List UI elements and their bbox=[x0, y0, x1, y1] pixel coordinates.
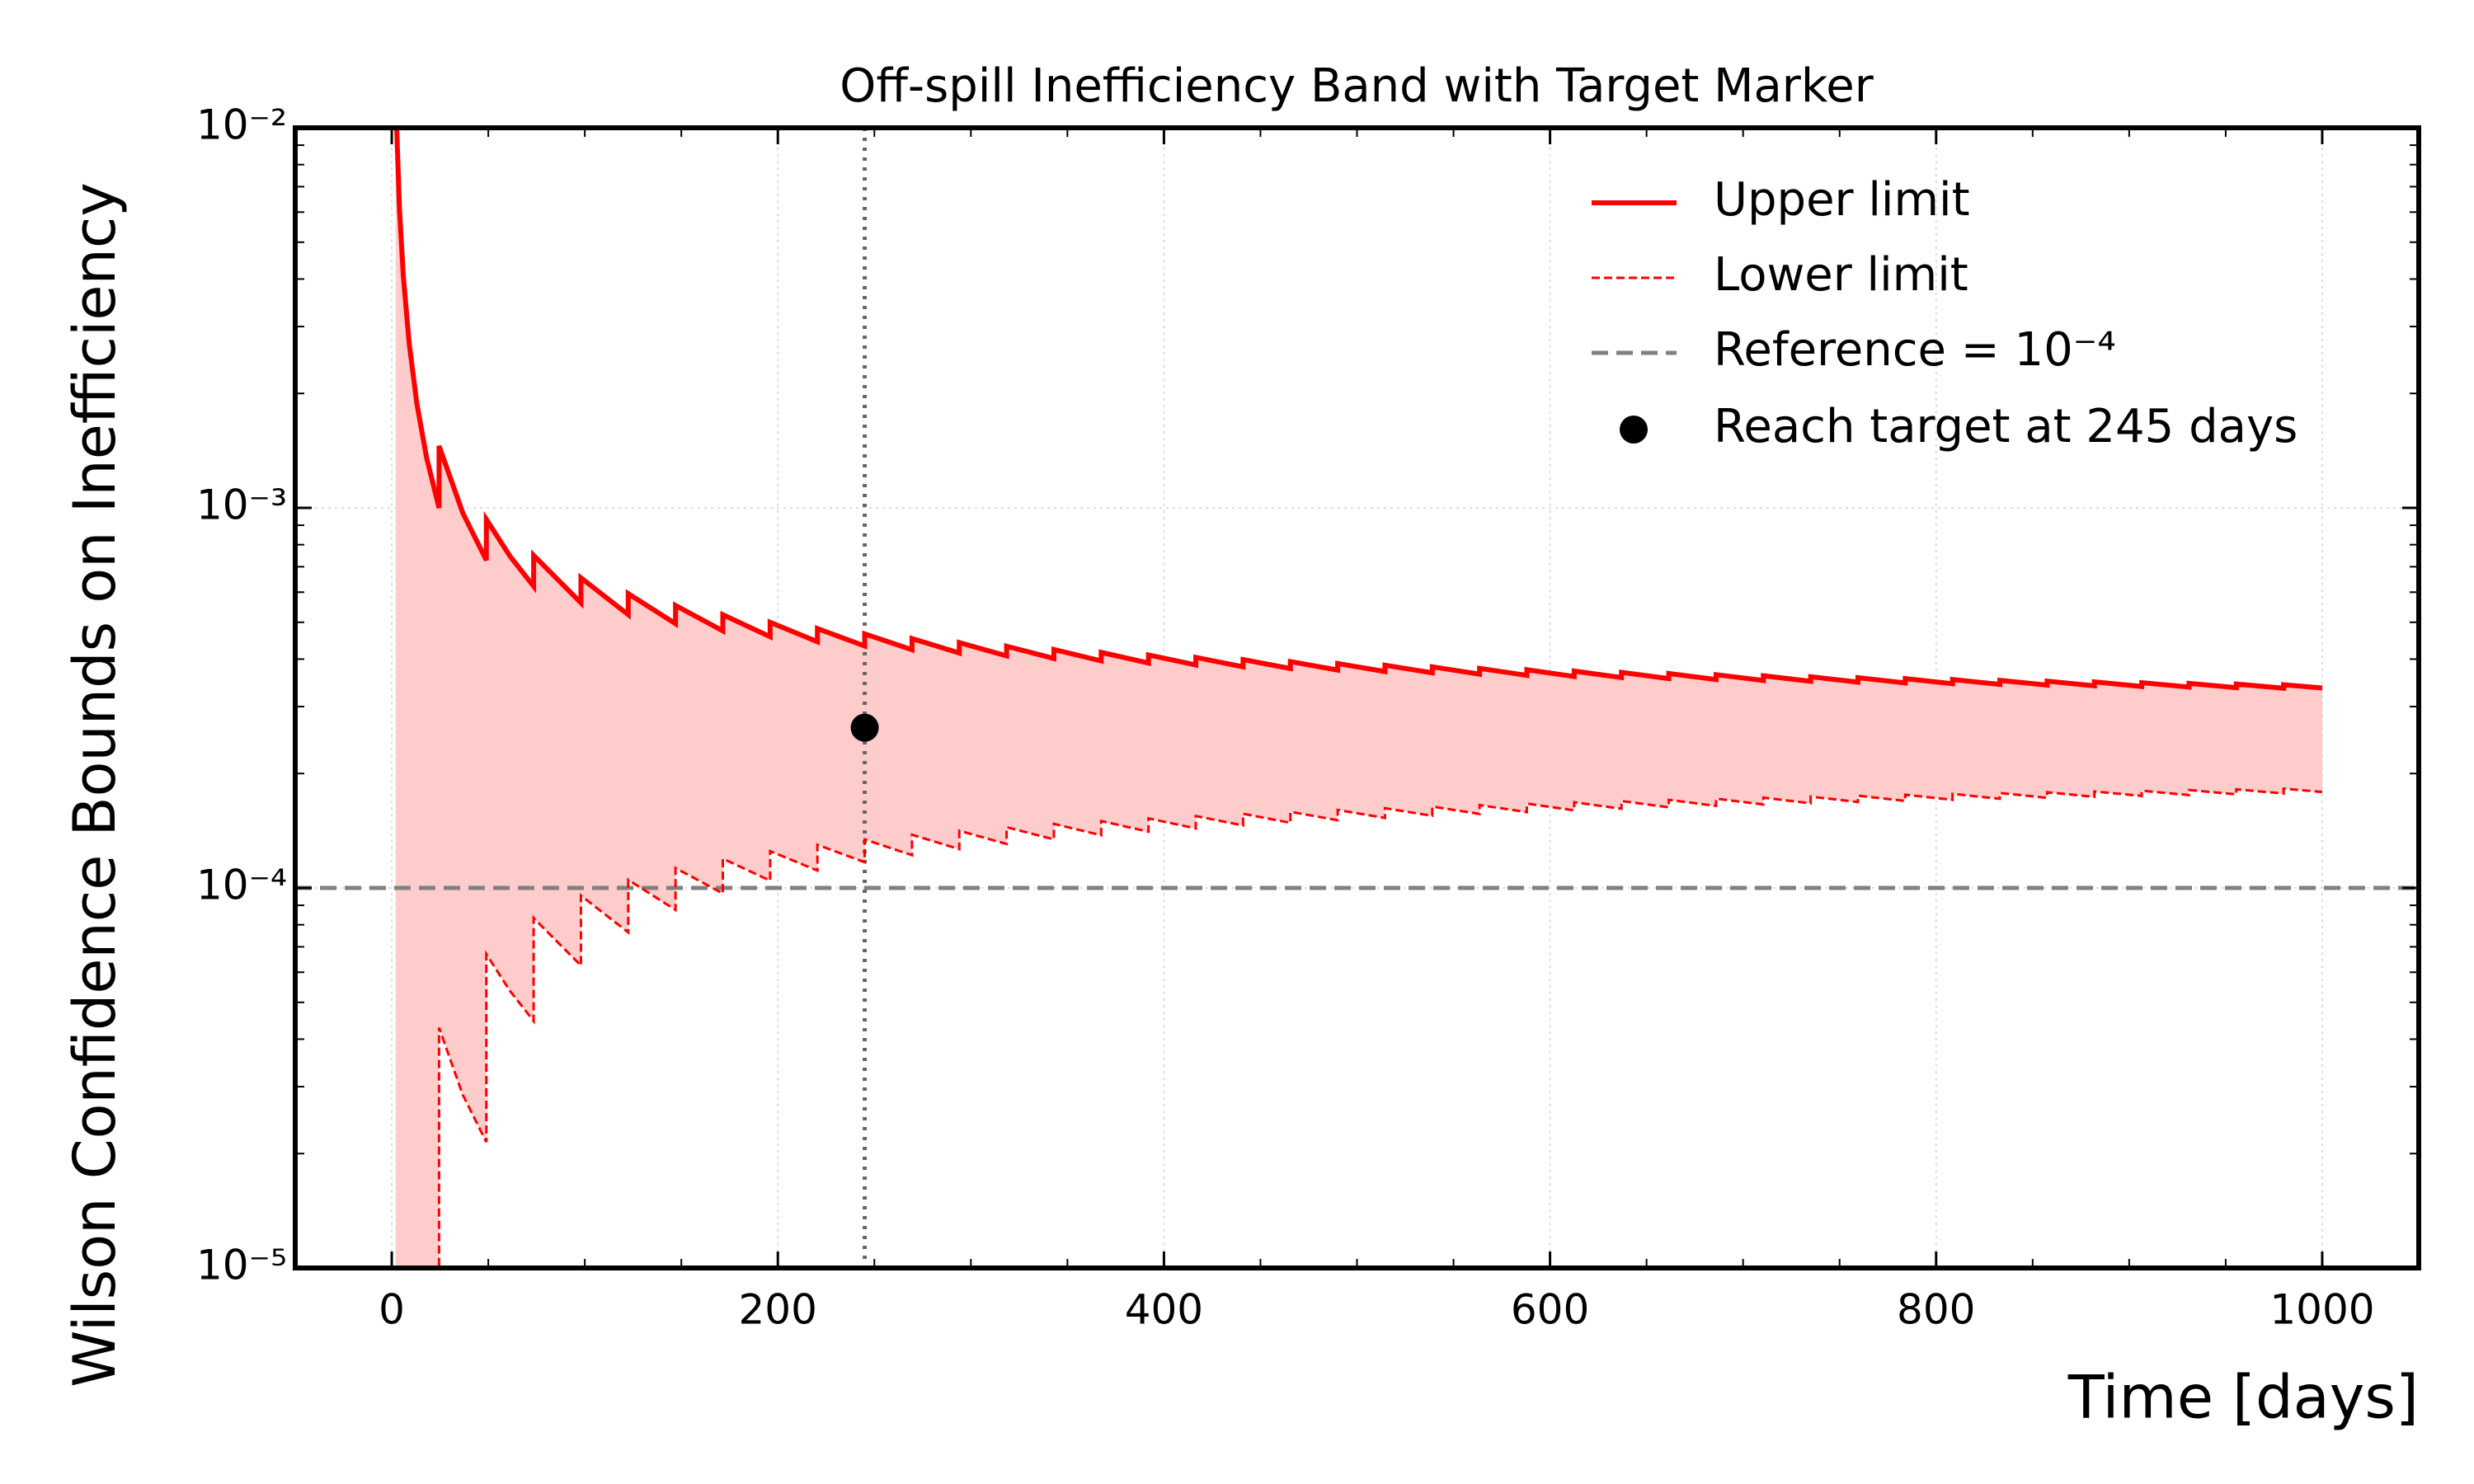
legend-label: Reference = 10⁻⁴ bbox=[1714, 323, 2116, 377]
plot-area bbox=[295, 128, 2419, 1268]
x-tick-label: 1000 bbox=[2269, 1286, 2374, 1334]
x-tick-label: 200 bbox=[739, 1286, 817, 1334]
x-tick-label: 600 bbox=[1511, 1286, 1589, 1334]
legend-swatch bbox=[1620, 416, 1648, 444]
legend: Upper limit Lower limit Reference = 10⁻⁴ Re… bbox=[1592, 173, 2298, 453]
x-axis-label: Time [days] bbox=[2067, 1363, 2419, 1432]
legend-label: Lower limit bbox=[1714, 248, 1968, 302]
y-tick-label: 10⁻⁴ bbox=[196, 862, 287, 909]
series-line bbox=[437, 787, 2323, 1268]
legend-label: Reach target at 245 days bbox=[1714, 400, 2298, 453]
series-line bbox=[394, 128, 2323, 692]
target-point bbox=[850, 713, 879, 742]
y-axis-label: Wilson Confidence Bounds on Inefficiency bbox=[61, 182, 129, 1388]
x-tick-label: 800 bbox=[1897, 1286, 1975, 1334]
band-fill bbox=[395, 128, 2322, 1268]
y-tick-label: 10⁻³ bbox=[196, 481, 287, 529]
x-tick-label: 400 bbox=[1125, 1286, 1203, 1334]
y-tick-label: 10⁻² bbox=[196, 101, 287, 149]
legend-label: Upper limit bbox=[1714, 173, 1970, 227]
chart-title: Off-spill Inefficiency Band with Target … bbox=[840, 59, 1874, 113]
x-tick-label: 0 bbox=[379, 1286, 405, 1334]
y-tick-label: 10⁻⁵ bbox=[196, 1242, 287, 1289]
